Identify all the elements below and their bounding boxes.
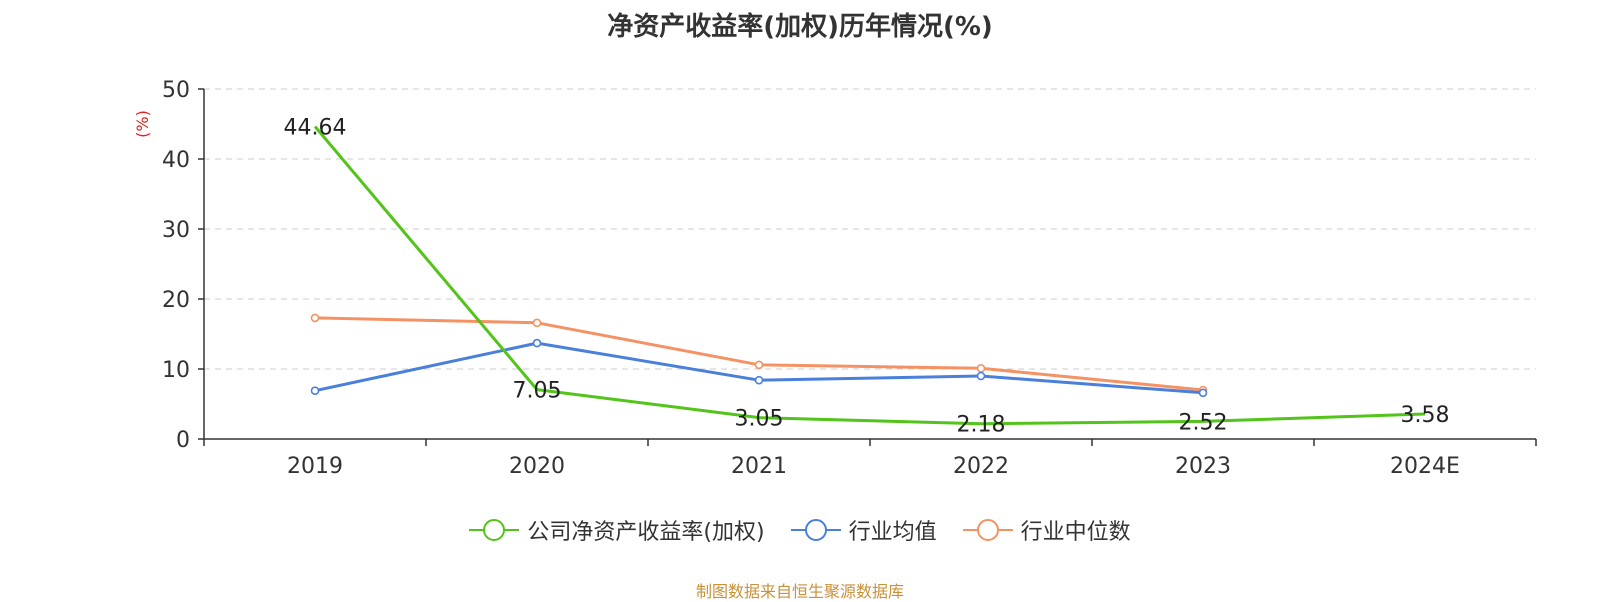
y-tick-label: 0 <box>176 428 190 453</box>
data-point <box>532 338 542 348</box>
data-point <box>532 318 542 328</box>
legend-item[interactable]: 行业均值 <box>790 514 937 546</box>
legend-label: 公司净资产收益率(加权) <box>527 520 765 545</box>
y-tick-label: 50 <box>162 78 190 103</box>
data-label: 7.05 <box>513 379 562 404</box>
data-point <box>754 360 764 370</box>
legend: 公司净资产收益率(加权) 行业均值 行业中位数 <box>0 514 1600 546</box>
data-label: 3.58 <box>1401 403 1450 428</box>
legend-swatch-icon <box>962 519 1013 541</box>
y-tick-label: 20 <box>162 288 190 313</box>
series-line <box>313 125 1426 426</box>
data-label: 44.64 <box>284 116 347 141</box>
source-note: 制图数据来自恒生聚源数据库 <box>695 582 904 601</box>
legend-item[interactable]: 行业中位数 <box>962 514 1131 546</box>
y-tick-label: 10 <box>162 358 190 383</box>
legend-swatch-icon <box>790 519 841 541</box>
data-point <box>310 313 320 323</box>
data-point <box>976 371 986 381</box>
x-tick-label: 2021 <box>731 454 787 479</box>
legend-swatch-icon <box>469 519 520 541</box>
y-tick-label: 30 <box>162 218 190 243</box>
x-tick-label: 2023 <box>1175 454 1231 479</box>
legend-label: 行业均值 <box>848 520 937 545</box>
data-label: 2.52 <box>1179 410 1228 435</box>
x-tick-label: 2022 <box>953 454 1009 479</box>
y-axis-label: (%) <box>133 110 152 138</box>
y-tick-label: 40 <box>162 148 190 173</box>
x-tick-label: 2020 <box>509 454 565 479</box>
data-label: 2.18 <box>957 413 1006 438</box>
data-point <box>976 363 986 373</box>
x-tick-label: 2024E <box>1390 454 1460 479</box>
data-point <box>310 386 320 396</box>
data-label: 3.05 <box>735 407 784 432</box>
legend-label: 行业中位数 <box>1020 520 1131 545</box>
legend-item[interactable]: 公司净资产收益率(加权) <box>469 514 765 546</box>
chart-title: 净资产收益率(加权)历年情况(%) <box>607 12 993 42</box>
data-point <box>1198 388 1208 398</box>
data-point <box>754 375 764 385</box>
x-tick-label: 2019 <box>287 454 343 479</box>
